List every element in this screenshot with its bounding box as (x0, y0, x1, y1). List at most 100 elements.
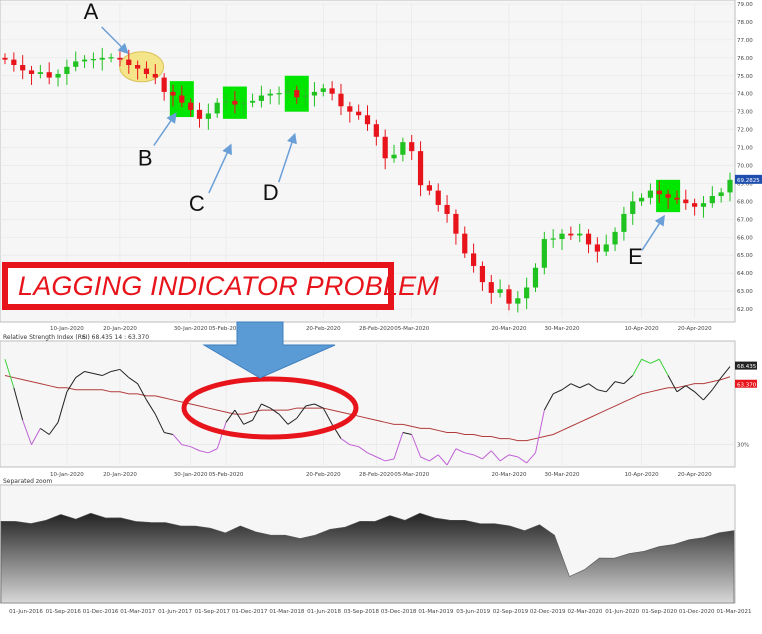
candle-body (638, 197, 645, 202)
rsi-series-6-segment (650, 358, 660, 364)
candle-body (470, 253, 477, 266)
candle-body (81, 59, 88, 62)
rsi-series-6-segment (4, 359, 15, 388)
rsi-series-6-segment (499, 454, 510, 462)
candle-body (126, 59, 132, 66)
rsi-series-6-segment (534, 409, 545, 453)
candle-body (73, 61, 79, 67)
rsi-series-6-segment (473, 454, 483, 460)
candle-body (152, 73, 158, 78)
rsi-series-6-segment (455, 448, 465, 454)
candle-body (170, 91, 176, 96)
rsi-last-6-box (735, 361, 757, 370)
rsi-last-14-box (735, 379, 757, 388)
rsi-series-6-segment (40, 427, 50, 435)
candle-body (603, 244, 609, 252)
price-xtick-label: 05-Feb-2020 (209, 326, 244, 332)
rsi-last-6-label: 68.435 (737, 364, 757, 370)
candle-body (64, 66, 70, 74)
rsi-series-6-segment (402, 431, 412, 435)
rsi-series-6-segment (349, 444, 359, 448)
candle-body (46, 72, 52, 78)
candle-body (426, 185, 432, 191)
candle-body (683, 199, 689, 204)
rsi-plot-area (0, 340, 736, 468)
rsi-series-6-segment (208, 448, 218, 454)
candle-body (241, 102, 247, 105)
rsi-series-6-segment (252, 403, 262, 421)
annotation-arrow-e (641, 214, 665, 251)
rsi-series-6-segment (84, 370, 94, 374)
candle-body (117, 57, 123, 60)
candle-body (541, 239, 547, 268)
zoom-xtick-label: 03-Dec-2018 (381, 609, 417, 615)
price-ytick-label: 76.00 (737, 56, 753, 62)
candle-body (585, 233, 592, 245)
annotation-arrow-a (101, 26, 129, 55)
rsi-series-6-segment (146, 399, 156, 415)
price-xtick-label: 20-Feb-2020 (306, 326, 341, 332)
annotation-label-c: C (189, 191, 205, 216)
candle-body (594, 244, 600, 252)
rsi-xtick-label: 20-Jan-2020 (103, 472, 137, 478)
candle-body (267, 93, 273, 96)
rsi-series-6-segment (667, 375, 678, 393)
zoom-xtick-label: 03-Sep-2018 (344, 609, 380, 615)
lagging-indicator-banner: LAGGING INDICATOR PROBLEM (2, 262, 439, 310)
rsi-series-6-segment (225, 409, 236, 423)
zoom-xtick-label: 01-Sep-2020 (642, 609, 678, 615)
candle-body (488, 282, 494, 293)
rsi-xtick-label: 05-Mar-2020 (394, 472, 429, 478)
rsi-series-14-line (4, 375, 731, 442)
candle-body (214, 102, 220, 114)
candle-body (143, 68, 150, 74)
candle-body (161, 77, 167, 92)
candle-body (727, 179, 733, 193)
down-arrow (202, 321, 336, 379)
rsi-last-14-label: 63.370 (737, 382, 757, 388)
rsi-series-6-segment (570, 383, 580, 389)
rsi-params: 6 : 68.435 14 : 63.370 (82, 334, 149, 341)
rsi-series-6-segment (543, 393, 554, 411)
rsi-series-6-segment (314, 403, 324, 409)
candle-body (179, 95, 185, 103)
candle-body (550, 238, 556, 240)
candle-body (612, 231, 618, 245)
rsi-series-6-segment (269, 407, 280, 415)
zoom-xtick-label: 02-Mar-2020 (567, 609, 602, 615)
rsi-series-6-segment (137, 383, 147, 401)
price-ytick-label: 79.00 (737, 2, 753, 8)
price-ytick-label: 63.00 (737, 289, 753, 295)
rsi-series-6-segment (685, 385, 695, 393)
candle-body (559, 233, 565, 240)
rsi-series-6-segment (446, 448, 457, 466)
rsi-xtick-label: 30-Mar-2020 (545, 472, 580, 478)
candle-body (709, 195, 715, 204)
highlight-ellipse-a (119, 51, 165, 83)
rsi-series-6-segment (508, 454, 518, 458)
rsi-series-6-segment (164, 431, 174, 435)
candle-body (364, 115, 371, 125)
candle-body (303, 95, 309, 98)
rsi-series-6-segment (641, 358, 651, 364)
annotation-arrow-c (208, 143, 232, 194)
annotation-label-b: B (138, 146, 153, 171)
rsi-title: Relative Strength Index (RSI) (3, 334, 90, 341)
zoom-xtick-label: 01-Sep-2017 (195, 609, 231, 615)
rsi-series-6-segment (102, 371, 112, 376)
rsi-series-6-segment (420, 456, 430, 462)
price-ytick-label: 73.00 (737, 110, 753, 116)
rsi-series-6-segment (358, 446, 368, 454)
candle-body (506, 289, 512, 304)
zoom-xtick-label: 01-Jun-2017 (158, 609, 192, 615)
zoom-xtick-label: 01-Dec-2020 (679, 609, 715, 615)
rsi-series-6-segment (181, 444, 191, 448)
rsi-series-6-segment (720, 366, 731, 378)
price-ytick-label: 70.00 (737, 163, 753, 169)
rsi-series-6-segment (658, 359, 669, 376)
rsi-series-6-segment (482, 450, 492, 460)
price-xtick-label: 10-Apr-2020 (625, 326, 660, 332)
price-xtick-label: 28-Feb-2020 (359, 326, 394, 332)
candle-body (55, 73, 61, 78)
